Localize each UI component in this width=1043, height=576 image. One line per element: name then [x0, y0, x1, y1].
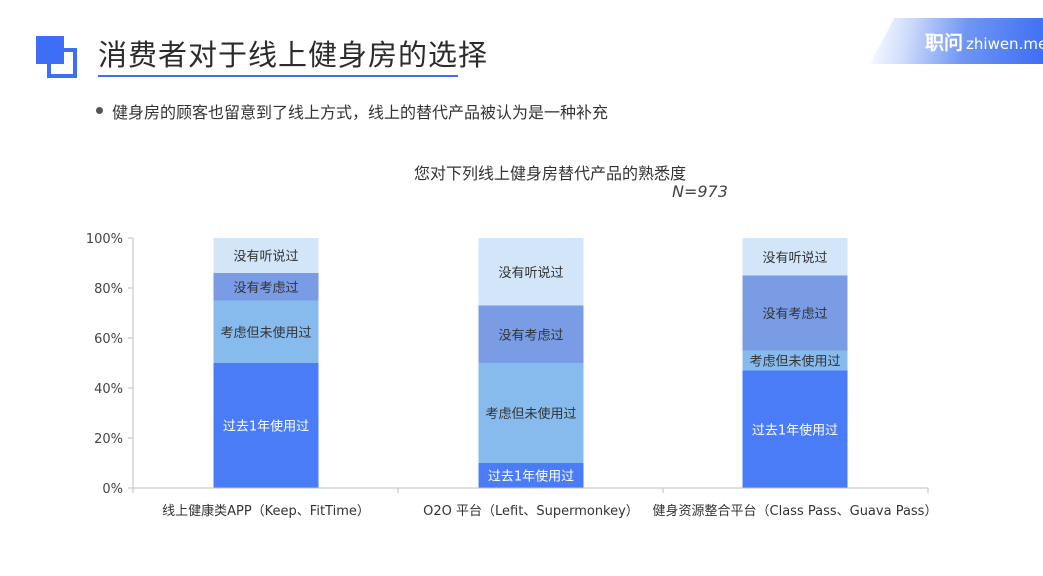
- x-category-label: 健身资源整合平台（Class Pass、Guava Pass）: [653, 503, 938, 519]
- bar-segment-label: 没有听说过: [762, 251, 827, 266]
- bar-segment: [742, 275, 848, 351]
- bar-segment: [478, 305, 584, 363]
- bullet-dot: [96, 107, 103, 114]
- bar-segment: [478, 238, 584, 306]
- bar-segment: [742, 238, 848, 276]
- brand-banner: [870, 18, 1043, 64]
- brand-logo: 职问 zhiwen.me: [925, 28, 1043, 55]
- bar-segment-label: 考虑但未使用过: [749, 354, 840, 370]
- chart-sample-size: N=973: [672, 182, 728, 201]
- bar-segment: [213, 273, 319, 301]
- bar-segment-label: 过去1年使用过: [488, 469, 574, 485]
- y-tick-label: 100%: [86, 232, 123, 247]
- brand-name-cn: 职问: [925, 32, 964, 54]
- y-tick-label: 0%: [102, 482, 123, 497]
- bar-segment-label: 没有听说过: [498, 266, 563, 281]
- bar-segment-label: 没有考虑过: [233, 281, 298, 296]
- bar-segment: [478, 463, 584, 488]
- chart-title: 您对下列线上健身房替代产品的熟悉度: [413, 164, 686, 183]
- brand-name-en: zhiwen.me: [966, 35, 1043, 53]
- bar-segment-label: 考虑但未使用过: [485, 406, 576, 422]
- y-tick-label: 80%: [94, 282, 123, 297]
- logo-square-outline: [47, 48, 77, 78]
- page-title: 消费者对于线上健身房的选择: [98, 38, 489, 72]
- bar-segment: [742, 350, 848, 371]
- y-tick-label: 20%: [94, 432, 123, 447]
- bullet-text: 健身房的顾客也留意到了线上方式，线上的替代产品被认为是一种补充: [112, 103, 609, 122]
- bar-segment: [742, 370, 848, 488]
- bar-segment-label: 过去1年使用过: [223, 419, 309, 435]
- bar-segment-label: 考虑但未使用过: [220, 325, 311, 341]
- bar-segment: [213, 238, 319, 273]
- bar-segment-label: 没有考虑过: [498, 328, 563, 343]
- logo-mark: [36, 36, 84, 80]
- y-tick-label: 40%: [94, 382, 123, 397]
- bar-segment-label: 没有听说过: [233, 250, 298, 265]
- title-underline: [98, 75, 458, 77]
- bar-segment-label: 过去1年使用过: [752, 422, 838, 438]
- x-category-label: 线上健康类APP（Keep、FitTime）: [162, 503, 370, 519]
- bar-segment: [213, 300, 319, 363]
- bar-segment-label: 没有考虑过: [762, 307, 827, 322]
- bar-segment: [213, 363, 319, 488]
- bar-segment: [478, 363, 584, 463]
- y-tick-label: 60%: [94, 332, 123, 347]
- x-category-label: O2O 平台（Lefit、Supermonkey）: [423, 504, 639, 519]
